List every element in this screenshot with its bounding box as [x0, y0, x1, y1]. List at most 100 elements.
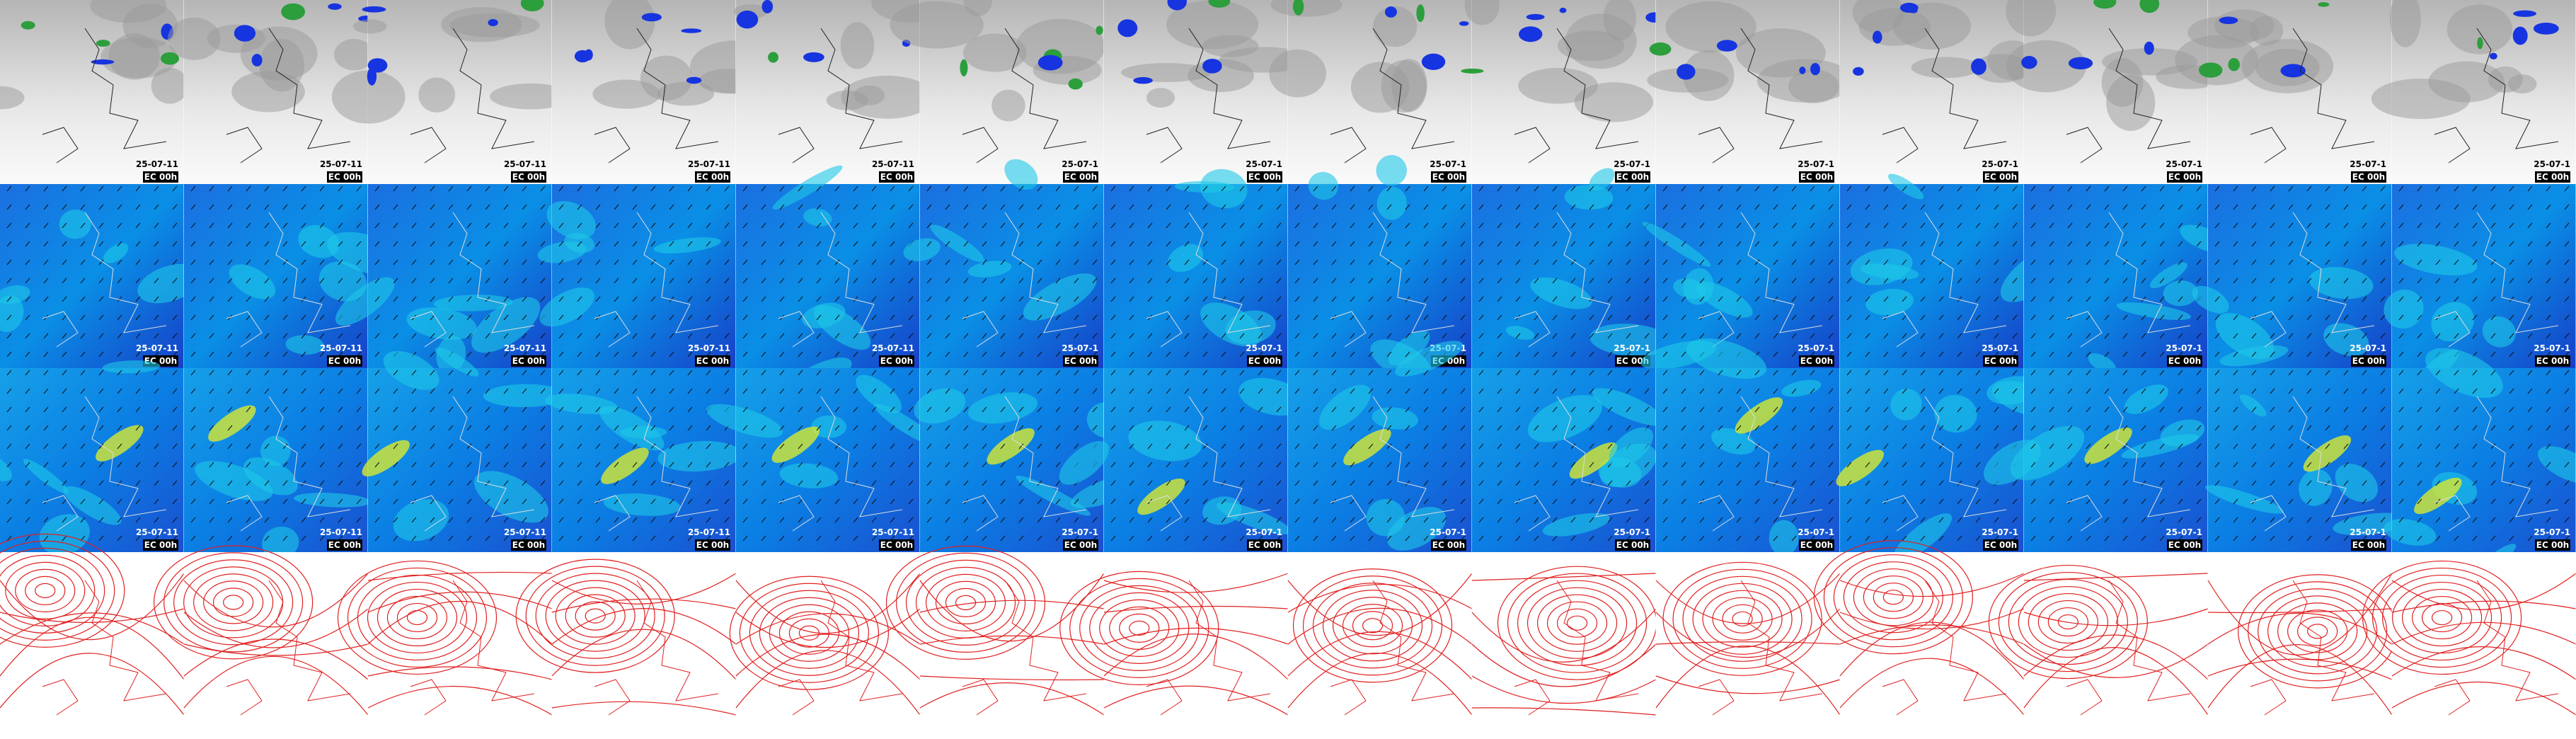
wind-barb — [1294, 296, 1300, 302]
isobar — [2382, 574, 2502, 661]
wind-barb — [1589, 480, 1594, 486]
wind-barb — [1239, 517, 1245, 523]
wind-barb — [1147, 406, 1153, 413]
wind-barb — [1405, 480, 1410, 486]
wind-barb — [1810, 443, 1815, 449]
wind-barb — [374, 388, 380, 394]
wind-barb — [2049, 277, 2054, 284]
wind-barb — [2472, 535, 2478, 542]
wind-swirl — [2192, 285, 2229, 314]
wind-barb — [1423, 204, 1429, 210]
wind-barb — [908, 277, 914, 284]
wind-barb — [319, 333, 325, 339]
wind-barb — [172, 333, 178, 339]
wind-barb — [282, 259, 288, 265]
wind-barb — [2159, 241, 2165, 247]
wind-barb — [853, 480, 858, 486]
wind-barb — [2362, 462, 2367, 468]
wind-barb — [2159, 388, 2165, 394]
wind-barb — [135, 222, 141, 229]
wind-barb — [1975, 222, 1981, 229]
wind-barb — [1920, 498, 1926, 505]
wind-barb — [724, 185, 730, 192]
wind-barb — [687, 443, 693, 449]
wind-barb — [393, 333, 398, 339]
wind-barb — [1846, 388, 1852, 394]
date-label: 25-07-1 — [1430, 159, 1466, 169]
wind-barb — [2343, 351, 2349, 357]
wind-swirl — [2299, 469, 2333, 506]
wind-barb — [246, 480, 251, 486]
wind-barb — [2527, 425, 2533, 431]
wind-barb — [374, 222, 380, 229]
wind-barb — [246, 241, 251, 247]
isobar — [1471, 573, 1657, 581]
wind-barb — [485, 535, 490, 542]
wind-barb — [2159, 462, 2165, 468]
isobar — [1873, 583, 1914, 612]
wind-barb — [1607, 277, 1613, 284]
wind-barb — [1865, 443, 1870, 449]
wind-barb — [2233, 480, 2238, 486]
wind-barb — [282, 351, 288, 357]
wind-barb — [1920, 222, 1926, 229]
contour-bg — [368, 552, 552, 736]
wind-barb — [2288, 259, 2294, 265]
wind-barb — [1478, 185, 1484, 192]
wind-barb — [1055, 517, 1061, 523]
wind-barb — [135, 462, 141, 468]
isobar — [193, 573, 274, 631]
wind-barb — [1405, 462, 1410, 468]
wind-barb — [2527, 314, 2533, 321]
wind-barb — [595, 185, 601, 192]
wind-barb — [1350, 296, 1355, 302]
wind-barb — [1055, 370, 1061, 376]
wind-barb — [2380, 370, 2386, 376]
wind-barb — [282, 241, 288, 247]
wind-barb — [2564, 333, 2570, 339]
wind-barb — [1534, 277, 1539, 284]
cloud — [1665, 1, 1756, 53]
wind-barb — [319, 204, 325, 210]
wind-barb — [2546, 388, 2551, 394]
wind-barb — [2196, 370, 2202, 376]
wind-barb — [2086, 296, 2091, 302]
wind-swirl — [294, 493, 372, 508]
wind-barb — [374, 480, 380, 486]
wind-barb — [2159, 443, 2165, 449]
wind-barb — [761, 370, 766, 376]
wind-barb — [1258, 185, 1263, 192]
wind-barb — [117, 462, 122, 468]
wind-barb — [1497, 185, 1502, 192]
wind-barb — [1552, 370, 1558, 376]
wind-barb — [301, 425, 306, 431]
wind-barb — [2288, 370, 2294, 376]
wind-barb — [2306, 462, 2312, 468]
wind-barb — [1589, 259, 1594, 265]
wind-barb — [301, 443, 306, 449]
wind-barb — [43, 259, 49, 265]
wind-barb — [80, 462, 86, 468]
wind-barb — [1074, 222, 1079, 229]
wind-barb — [430, 462, 435, 468]
run-label: EC 00h — [1432, 172, 1465, 182]
wind-barb — [632, 277, 638, 284]
wind-barb — [117, 259, 122, 265]
isobar — [2207, 612, 2393, 645]
wind-barb — [614, 277, 619, 284]
isobar — [2391, 573, 2576, 610]
wind-barb — [2196, 388, 2202, 394]
wind-barb — [2546, 241, 2551, 247]
coastline — [42, 28, 167, 164]
wind-barb — [2435, 406, 2441, 413]
wind-barb — [2362, 406, 2367, 413]
wind-barb — [1607, 185, 1613, 192]
wind-barb — [1644, 388, 1650, 394]
wind-barb — [209, 185, 214, 192]
wind-barb — [1276, 222, 1282, 229]
wind-barb — [2067, 351, 2073, 357]
wind-barb — [540, 498, 546, 505]
wind-barb — [1184, 296, 1190, 302]
wind-barb — [2509, 370, 2514, 376]
